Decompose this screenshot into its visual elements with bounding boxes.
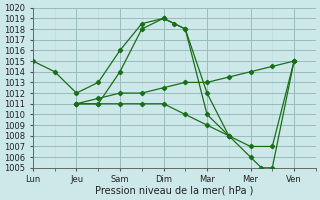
X-axis label: Pression niveau de la mer( hPa ): Pression niveau de la mer( hPa ): [95, 186, 253, 196]
